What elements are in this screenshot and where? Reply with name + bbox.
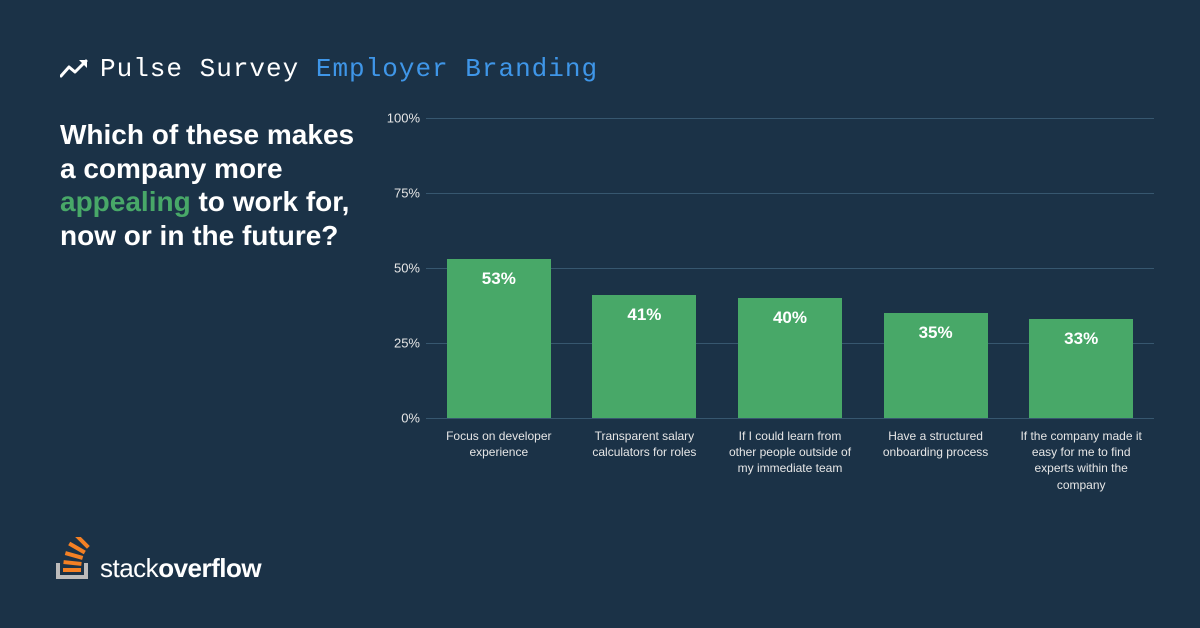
chart-bar: 41% xyxy=(592,295,696,418)
chart-xlabel: Transparent salary calculators for roles xyxy=(572,428,718,493)
chart-xlabels: Focus on developer experienceTransparent… xyxy=(426,428,1154,493)
logo-bold: overflow xyxy=(158,553,261,583)
chart-bar-slot: 40% xyxy=(717,118,863,418)
chart-ytick-label: 50% xyxy=(380,261,420,276)
chart-bar-slot: 35% xyxy=(863,118,1009,418)
question-highlight: appealing xyxy=(60,186,191,217)
chart-bar-value: 53% xyxy=(482,269,516,289)
stackoverflow-icon xyxy=(54,537,92,584)
chart-bar: 53% xyxy=(447,259,551,418)
chart-xlabel: If I could learn from other people outsi… xyxy=(717,428,863,493)
header-pulse-label: Pulse Survey xyxy=(100,54,299,84)
header-title: Pulse Survey Employer Branding xyxy=(100,54,598,84)
chart-bar-slot: 33% xyxy=(1008,118,1154,418)
chart-bar-value: 33% xyxy=(1064,329,1098,349)
stackoverflow-logo: stackoverflow xyxy=(54,537,261,584)
logo-light: stack xyxy=(100,553,158,583)
chart-xlabel: Have a structured onboarding process xyxy=(863,428,1009,493)
chart-bar-value: 35% xyxy=(919,323,953,343)
chart-gridline xyxy=(426,418,1154,419)
chart-ytick-label: 0% xyxy=(380,411,420,426)
chart-bar-value: 41% xyxy=(627,305,661,325)
chart-bar-slot: 53% xyxy=(426,118,572,418)
survey-question: Which of these makes a company more appe… xyxy=(60,118,360,252)
chart-ytick-label: 100% xyxy=(380,111,420,126)
chart-bar: 35% xyxy=(884,313,988,418)
chart-bar: 33% xyxy=(1029,319,1133,418)
header-topic-label: Employer Branding xyxy=(316,54,598,84)
bar-chart: 0%25%50%75%100% 53%41%40%35%33% Focus on… xyxy=(380,118,1160,508)
question-pre: Which of these makes a company more xyxy=(60,119,354,184)
chart-bar: 40% xyxy=(738,298,842,418)
chart-xlabel: If the company made it easy for me to fi… xyxy=(1008,428,1154,493)
chart-ytick-label: 75% xyxy=(380,186,420,201)
chart-bars: 53% 41% 40% 35% 33% xyxy=(426,118,1154,418)
chart-ytick-label: 25% xyxy=(380,336,420,351)
chart-bar-value: 40% xyxy=(773,308,807,328)
chart-xlabel: Focus on developer experience xyxy=(426,428,572,493)
header: Pulse Survey Employer Branding xyxy=(60,54,598,84)
trend-up-icon xyxy=(60,59,88,79)
logo-text: stackoverflow xyxy=(100,553,261,584)
chart-bar-slot: 41% xyxy=(572,118,718,418)
